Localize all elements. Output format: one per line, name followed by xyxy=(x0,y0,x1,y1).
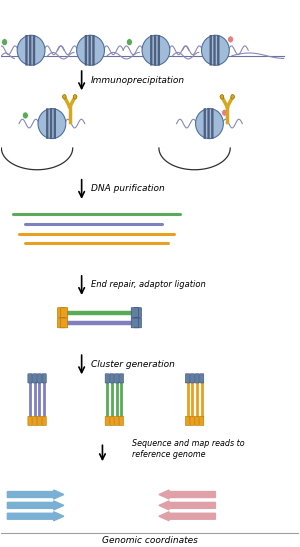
Ellipse shape xyxy=(196,109,223,138)
FancyArrow shape xyxy=(159,501,215,510)
Ellipse shape xyxy=(38,109,66,138)
FancyBboxPatch shape xyxy=(119,374,124,383)
FancyBboxPatch shape xyxy=(61,318,68,328)
FancyBboxPatch shape xyxy=(209,35,212,66)
FancyBboxPatch shape xyxy=(25,35,28,66)
FancyBboxPatch shape xyxy=(115,374,119,383)
FancyBboxPatch shape xyxy=(195,416,199,426)
Text: Genomic coordinates: Genomic coordinates xyxy=(102,536,198,545)
FancyBboxPatch shape xyxy=(110,374,114,383)
Ellipse shape xyxy=(220,95,224,99)
FancyBboxPatch shape xyxy=(54,108,56,139)
FancyBboxPatch shape xyxy=(195,374,199,383)
Text: DNA purification: DNA purification xyxy=(91,184,164,193)
Text: Cluster generation: Cluster generation xyxy=(91,360,174,369)
Ellipse shape xyxy=(142,35,170,65)
FancyBboxPatch shape xyxy=(28,416,32,426)
FancyBboxPatch shape xyxy=(28,374,32,383)
FancyBboxPatch shape xyxy=(204,108,206,139)
FancyBboxPatch shape xyxy=(134,318,141,328)
FancyBboxPatch shape xyxy=(190,374,194,383)
FancyBboxPatch shape xyxy=(33,35,35,66)
Ellipse shape xyxy=(63,95,66,99)
Ellipse shape xyxy=(17,35,45,65)
FancyArrow shape xyxy=(159,512,215,521)
FancyBboxPatch shape xyxy=(119,416,124,426)
Ellipse shape xyxy=(73,95,77,99)
FancyArrow shape xyxy=(7,512,64,521)
FancyBboxPatch shape xyxy=(58,318,65,328)
Ellipse shape xyxy=(222,109,228,117)
FancyBboxPatch shape xyxy=(33,374,37,383)
Text: End repair, adaptor ligation: End repair, adaptor ligation xyxy=(91,281,205,289)
FancyBboxPatch shape xyxy=(42,416,46,426)
Ellipse shape xyxy=(202,35,229,65)
FancyBboxPatch shape xyxy=(88,35,91,66)
Ellipse shape xyxy=(231,95,234,99)
FancyBboxPatch shape xyxy=(61,308,68,317)
Text: Sequence and map reads to
reference genome: Sequence and map reads to reference geno… xyxy=(132,439,245,458)
Text: Immunoprecipitation: Immunoprecipitation xyxy=(91,75,185,85)
FancyBboxPatch shape xyxy=(185,416,190,426)
FancyBboxPatch shape xyxy=(42,374,46,383)
FancyBboxPatch shape xyxy=(211,108,214,139)
FancyBboxPatch shape xyxy=(134,308,141,317)
FancyBboxPatch shape xyxy=(207,108,210,139)
FancyBboxPatch shape xyxy=(85,35,87,66)
Ellipse shape xyxy=(228,36,233,43)
FancyArrow shape xyxy=(159,490,215,499)
FancyBboxPatch shape xyxy=(185,374,190,383)
FancyBboxPatch shape xyxy=(131,318,138,328)
FancyBboxPatch shape xyxy=(154,35,156,66)
FancyBboxPatch shape xyxy=(200,374,204,383)
FancyBboxPatch shape xyxy=(58,308,65,317)
FancyBboxPatch shape xyxy=(46,108,48,139)
FancyBboxPatch shape xyxy=(115,416,119,426)
FancyBboxPatch shape xyxy=(217,35,220,66)
FancyBboxPatch shape xyxy=(50,108,52,139)
FancyBboxPatch shape xyxy=(213,35,216,66)
FancyBboxPatch shape xyxy=(29,35,32,66)
FancyBboxPatch shape xyxy=(37,416,41,426)
Ellipse shape xyxy=(77,35,104,65)
FancyBboxPatch shape xyxy=(37,374,41,383)
FancyBboxPatch shape xyxy=(105,374,110,383)
Ellipse shape xyxy=(22,112,28,119)
FancyBboxPatch shape xyxy=(190,416,194,426)
Ellipse shape xyxy=(2,39,8,45)
FancyArrow shape xyxy=(7,501,64,510)
FancyBboxPatch shape xyxy=(131,308,138,317)
FancyBboxPatch shape xyxy=(158,35,160,66)
Ellipse shape xyxy=(126,39,132,45)
FancyArrow shape xyxy=(7,490,64,499)
FancyBboxPatch shape xyxy=(110,416,114,426)
FancyBboxPatch shape xyxy=(105,416,110,426)
FancyBboxPatch shape xyxy=(33,416,37,426)
FancyBboxPatch shape xyxy=(150,35,152,66)
FancyBboxPatch shape xyxy=(200,416,204,426)
FancyBboxPatch shape xyxy=(92,35,95,66)
